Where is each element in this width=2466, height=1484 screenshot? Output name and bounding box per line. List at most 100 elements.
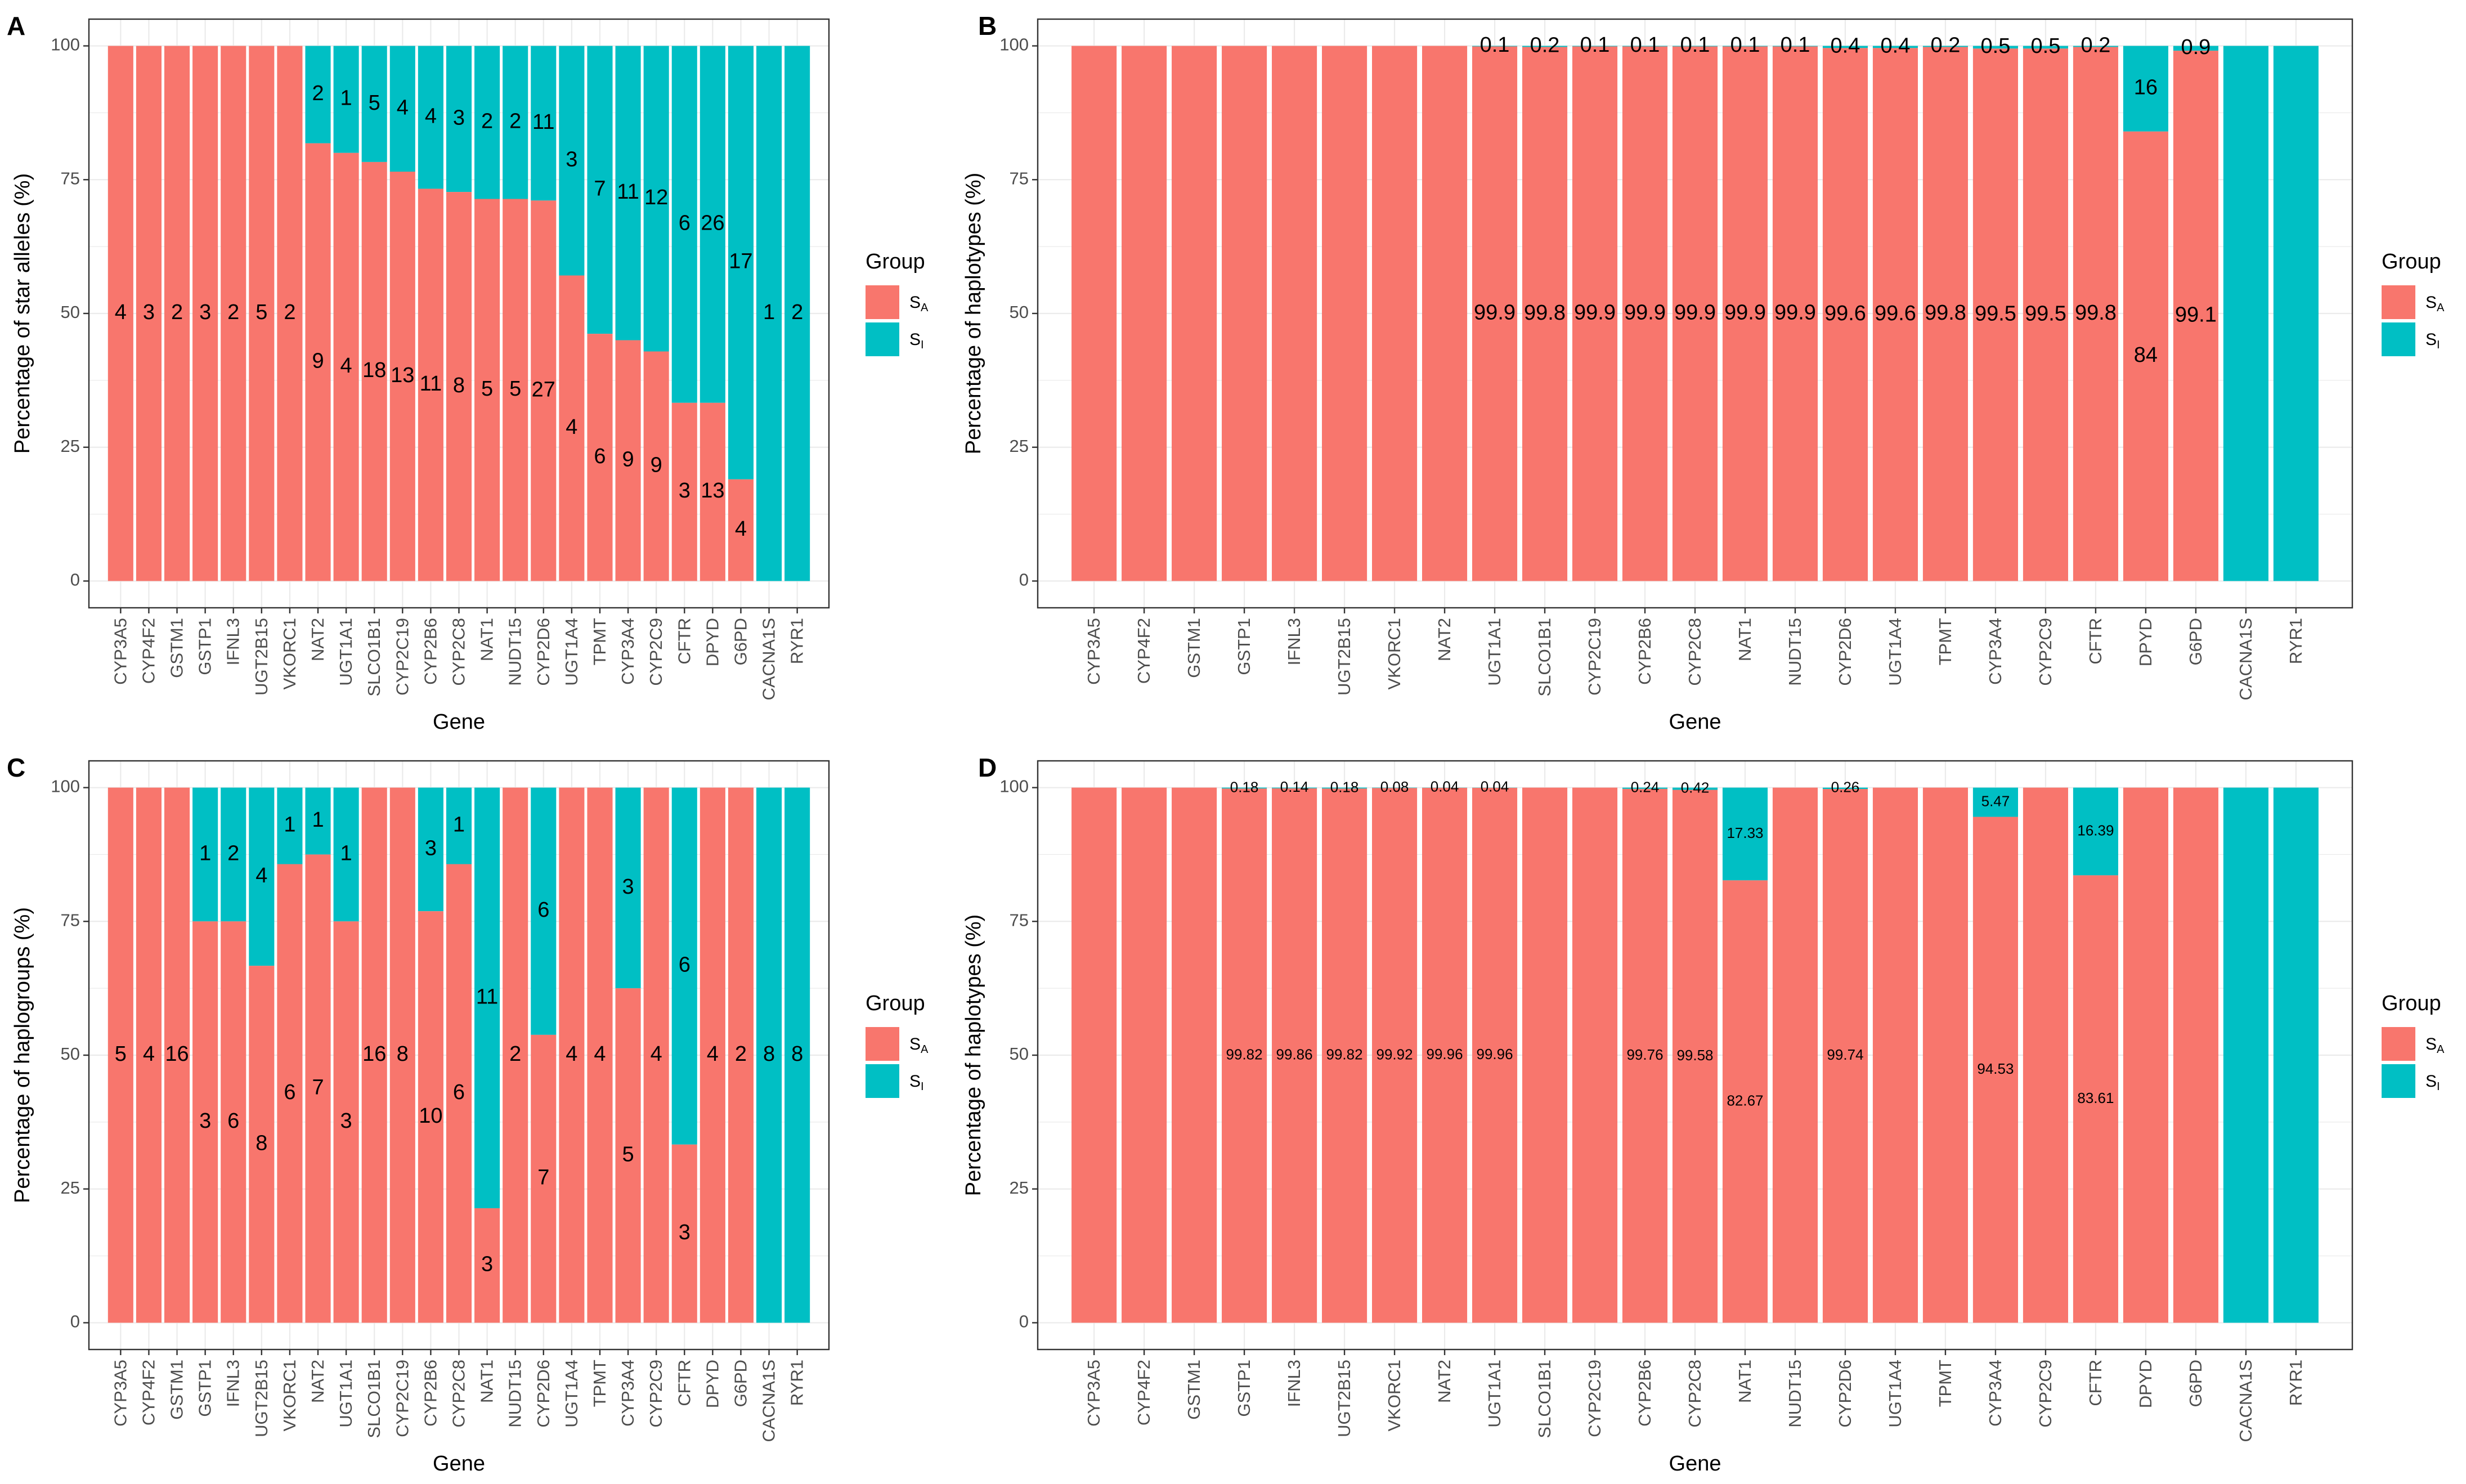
panel-a-label-sa-nat1: 5 bbox=[481, 377, 493, 401]
panel-c-x-tick-label-cyp2c8: CYP2C8 bbox=[449, 1360, 469, 1428]
panel-d-legend-sub-sa: A bbox=[2437, 1043, 2445, 1056]
panel-a-bar-sa-cftr bbox=[671, 402, 697, 581]
panel-c-label-sa-nudt15: 2 bbox=[509, 1042, 521, 1066]
panel-c-label-sa-cftr: 3 bbox=[679, 1221, 691, 1244]
panel-a-label-sa-nudt15: 5 bbox=[509, 377, 521, 401]
panel-a-x-tick-label-slco1b1: SLCO1B1 bbox=[364, 618, 384, 697]
panel-b-x-tick-label-nat2: NAT2 bbox=[1434, 618, 1454, 661]
panel-c-label-sa-g6pd: 2 bbox=[735, 1042, 747, 1066]
panel-b-x-tick-label-cyp3a4: CYP3A4 bbox=[1985, 618, 2005, 685]
panel-a-bar-si-ryr1 bbox=[784, 46, 810, 581]
panel-d-label-si-vkorc1: 0.08 bbox=[1380, 778, 1409, 795]
panel-d-y-tick-label: 100 bbox=[999, 777, 1029, 796]
panel-c-label-si-nat1: 11 bbox=[476, 985, 498, 1008]
panel-a-x-tick-label-cyp3a5: CYP3A5 bbox=[110, 618, 130, 685]
panel-d-x-tick-label-nat2: NAT2 bbox=[1434, 1360, 1454, 1403]
panel-a-bar-sa-g6pd bbox=[728, 479, 754, 581]
panel-c-bar-sa-cyp2c19 bbox=[389, 787, 415, 1323]
panel-a-label-sa-cyp2c19: 13 bbox=[391, 364, 414, 387]
panel-c-label-sa-cyp2c9: 4 bbox=[651, 1042, 662, 1066]
panel-c-bar-sa-cyp4f2 bbox=[136, 787, 162, 1323]
panel-d-label-sa-cyp3a4: 94.53 bbox=[1977, 1060, 2014, 1077]
panel-c-bar-sa-nat2 bbox=[305, 854, 331, 1323]
panel-a-label-si-cyp2c8: 3 bbox=[453, 106, 465, 129]
panel-a-label-sa-g6pd: 4 bbox=[735, 517, 747, 541]
panel-a-bar-sa-cyp4f2 bbox=[136, 46, 162, 581]
panel-b-y-tick-label: 75 bbox=[1010, 168, 1029, 188]
panel-b-bar-si-cyp2c8 bbox=[1672, 46, 1718, 47]
panel-b-x-tick-label-nudt15: NUDT15 bbox=[1785, 618, 1805, 686]
panel-a-label-si-cftr: 6 bbox=[679, 212, 691, 235]
panel-d-y-tick-label: 0 bbox=[1019, 1312, 1029, 1331]
panel-c-bar-sa-g6pd bbox=[728, 787, 754, 1323]
panel-b-x-tick-label-cyp2c8: CYP2C8 bbox=[1685, 618, 1705, 686]
panel-a-x-tick-label-vkorc1: VKORC1 bbox=[280, 618, 299, 689]
panel-c-bar-sa-ugt2b15 bbox=[249, 966, 275, 1323]
panel-a-letter: A bbox=[7, 11, 25, 41]
panel-a-y-tick-label: 25 bbox=[61, 436, 80, 456]
panel-a-label-si-cyp2c9: 12 bbox=[644, 186, 668, 209]
panel-a-bar-sa-cyp2c19 bbox=[389, 172, 415, 581]
panel-c-bar-sa-ugt1a1 bbox=[333, 921, 359, 1323]
panel-c-x-tick-label-cyp2c19: CYP2C19 bbox=[392, 1360, 412, 1437]
panel-b-x-tick-label-nat1: NAT1 bbox=[1735, 618, 1755, 661]
panel-c-x-tick-label-cyp3a5: CYP3A5 bbox=[110, 1360, 130, 1427]
panel-c-x-tick-label-cftr: CFTR bbox=[674, 1360, 694, 1406]
panel-c-label-si-cyp3a4: 3 bbox=[622, 875, 634, 899]
panel-a-bar-si-g6pd bbox=[728, 46, 754, 479]
panel-c-label-si-cacna1s: 8 bbox=[763, 1042, 775, 1066]
panel-c-bar-sa-gstm1 bbox=[164, 787, 190, 1323]
panel-a-x-tick-label-cftr: CFTR bbox=[674, 618, 694, 665]
panel-a-x-tick-label-cyp2c9: CYP2C9 bbox=[646, 618, 666, 686]
panel-b-bar-sa-cyp2d6 bbox=[1822, 48, 1868, 581]
panel-c-label-sa-cyp2c8: 6 bbox=[453, 1081, 465, 1104]
panel-b-bar-sa-ifnl3 bbox=[1272, 46, 1317, 581]
panel-b: 99.9 0.1 99.8 0.2 99.9 0.1 99.9 0.1 99.9 0.1 99.9 0… bbox=[962, 11, 2445, 734]
panel-d-bar-sa-cyp4f2 bbox=[1122, 787, 1167, 1323]
panel-a-bar-sa-cyp2b6 bbox=[418, 189, 443, 581]
panel-a-legend-key-si bbox=[866, 322, 899, 356]
panel-a-x-tick-label-cyp2c8: CYP2C8 bbox=[449, 618, 469, 686]
panel-d-x-tick-label-cyp2c9: CYP2C9 bbox=[2035, 1360, 2055, 1428]
panel-d-x-tick-label-ugt1a4: UGT1A4 bbox=[1885, 1360, 1905, 1428]
panel-d-bar-sa-vkorc1 bbox=[1372, 788, 1418, 1323]
panel-d-x-axis-title: Gene bbox=[1669, 1452, 1721, 1476]
panel-d-x-tick-label-ryr1: RYR1 bbox=[2286, 1360, 2306, 1406]
panel-b-label-si-cyp2c9: 0.5 bbox=[2031, 34, 2061, 58]
panel-b-label-si-dpyd: 16 bbox=[2134, 76, 2158, 100]
panel-a-label-si-cyp2b6: 4 bbox=[425, 105, 437, 128]
panel-c-bar-sa-vkorc1 bbox=[277, 864, 303, 1323]
panel-b-legend-main-si: S bbox=[2425, 330, 2437, 349]
panel-a-label-sa-ugt1a1: 4 bbox=[340, 354, 352, 378]
panel-b-bar-si-nudt15 bbox=[1772, 46, 1818, 47]
panel-b-bar-si-dpyd bbox=[2123, 46, 2168, 132]
panel-a-y-axis-title: Percentage of star alleles (%) bbox=[11, 173, 34, 454]
panel-d-label-sa-ugt2b15: 99.82 bbox=[1326, 1046, 1363, 1063]
panel-b-x-tick-label-ifnl3: IFNL3 bbox=[1284, 618, 1304, 665]
panel-d-label-si-cyp2c8: 0.42 bbox=[1681, 779, 1710, 796]
panel-b-legend-label-sa: SA bbox=[2425, 293, 2445, 314]
panel-c-x-tick-label-cyp3a4: CYP3A4 bbox=[618, 1360, 638, 1427]
panel-a-y-tick-label: 75 bbox=[61, 168, 80, 188]
panel-d-x-tick-label-cyp2c8: CYP2C8 bbox=[1685, 1360, 1705, 1428]
panel-b-legend-main-sa: S bbox=[2425, 293, 2437, 312]
panel-b-label-si-nat1: 0.1 bbox=[1730, 33, 1760, 57]
panel-b-label-sa-cyp2d6: 99.6 bbox=[1824, 302, 1866, 325]
panel-c-legend-sub-si: I bbox=[921, 1081, 924, 1093]
panel-c-x-tick-label-dpyd: DPYD bbox=[702, 1360, 722, 1408]
panel-a-x-tick-label-tpmt: TPMT bbox=[590, 618, 609, 665]
panel-b-bar-si-cyp2c9 bbox=[2023, 46, 2068, 49]
panel-b-y-tick-label: 25 bbox=[1010, 436, 1029, 456]
panel-c-legend-key-si bbox=[866, 1064, 899, 1098]
panel-b-bar-sa-slco1b1 bbox=[1522, 47, 1568, 581]
panel-a-label-sa-tpmt: 6 bbox=[594, 445, 606, 468]
panel-a-label-si-cyp2c19: 4 bbox=[397, 96, 409, 119]
panel-c-label-si-ifnl3: 2 bbox=[227, 841, 239, 865]
panel-d-x-tick-label-nat1: NAT1 bbox=[1735, 1360, 1755, 1403]
panel-b-label-sa-ugt1a4: 99.6 bbox=[1875, 302, 1916, 325]
panel-a-bar-si-slco1b1 bbox=[361, 46, 387, 162]
panel-b-x-tick-label-slco1b1: SLCO1B1 bbox=[1535, 618, 1554, 697]
panel-a-x-tick-label-ifnl3: IFNL3 bbox=[223, 618, 243, 665]
